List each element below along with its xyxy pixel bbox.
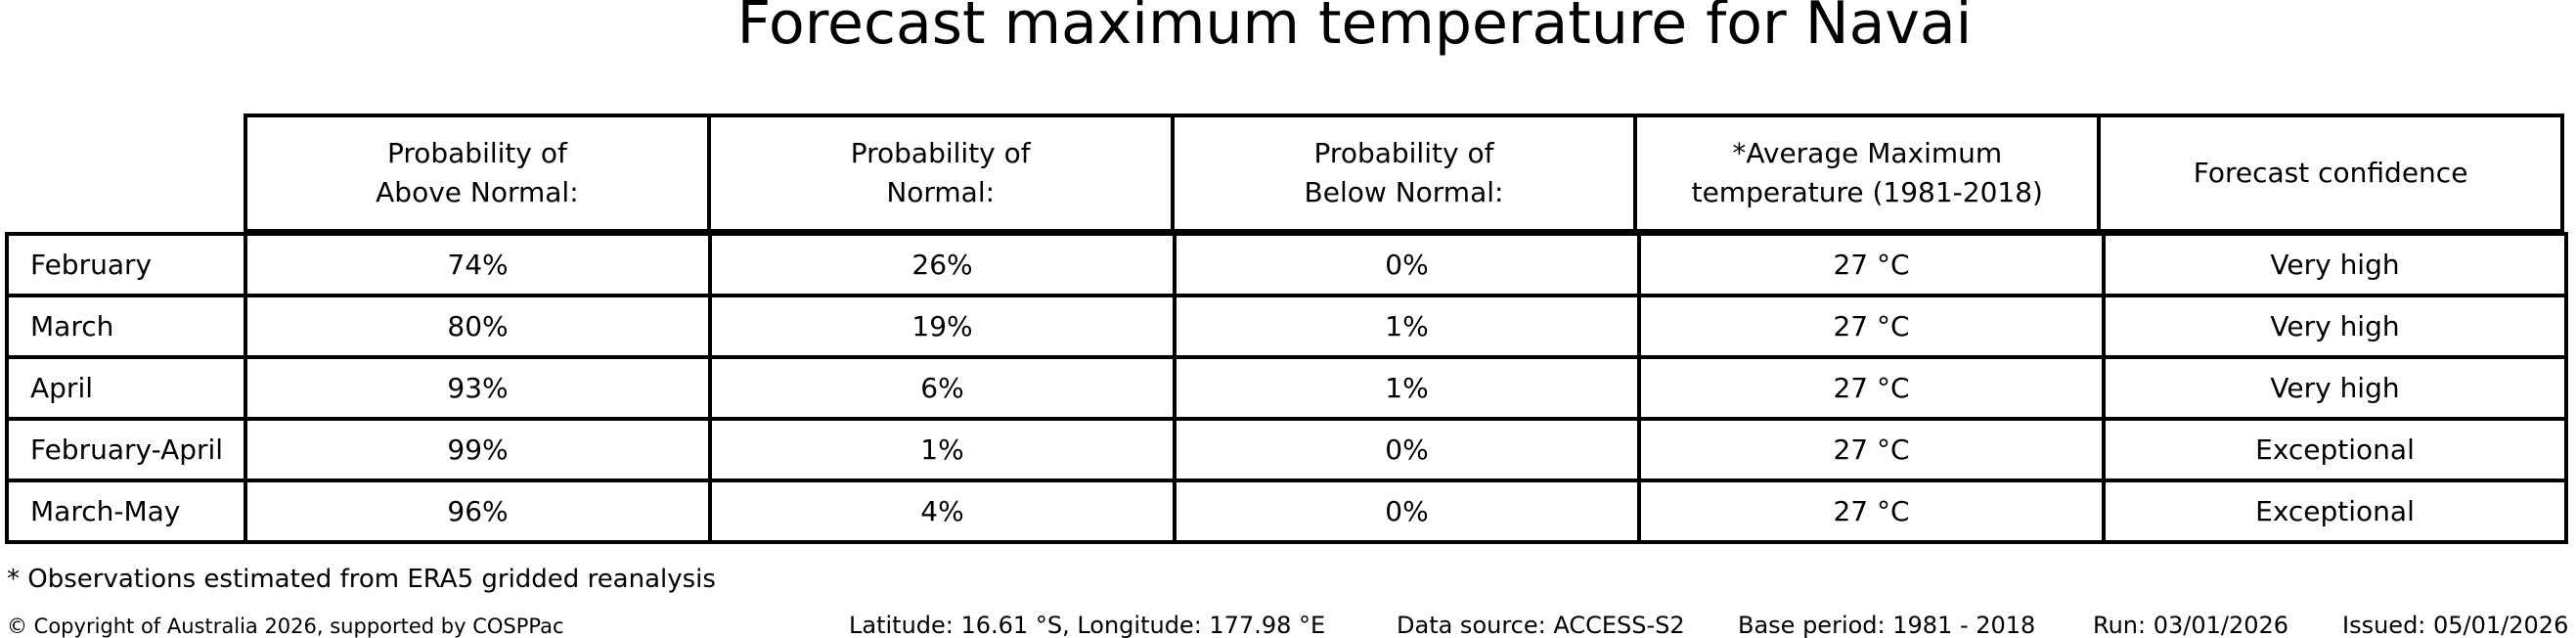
run-date-text: Run: 03/01/2026 (2093, 612, 2289, 638)
cell-above-normal: 93% (244, 355, 712, 421)
cell-average-max-temp: 27 °C (1637, 294, 2106, 359)
observations-footnote: * Observations estimated from ERA5 gridd… (7, 565, 716, 594)
cell-normal: 19% (708, 294, 1177, 359)
forecast-table-header: Probability of Above Normal: Probability… (244, 114, 2564, 233)
column-header-average-max-temp: *Average Maximum temperature (1981-2018) (1633, 114, 2102, 233)
row-label: March-May (5, 478, 247, 544)
cell-forecast-confidence: Very high (2102, 294, 2568, 359)
forecast-table-body: February 74% 26% 0% 27 °C Very high Marc… (5, 232, 2568, 544)
cell-normal: 1% (708, 417, 1177, 482)
cell-below-normal: 0% (1173, 478, 1641, 544)
cell-average-max-temp: 27 °C (1637, 232, 2106, 297)
row-label: April (5, 355, 247, 421)
cell-average-max-temp: 27 °C (1637, 478, 2106, 544)
row-label: February (5, 232, 247, 297)
column-header-below-normal: Probability of Below Normal: (1170, 114, 1638, 233)
table-row: March-May 96% 4% 0% 27 °C Exceptional (5, 478, 2568, 544)
cell-below-normal: 1% (1173, 355, 1641, 421)
table-row: March 80% 19% 1% 27 °C Very high (5, 294, 2568, 359)
table-row: February 74% 26% 0% 27 °C Very high (5, 232, 2568, 297)
cell-forecast-confidence: Exceptional (2102, 417, 2568, 482)
column-header-normal: Probability of Normal: (706, 114, 1175, 233)
cell-normal: 6% (708, 355, 1177, 421)
cell-average-max-temp: 27 °C (1637, 417, 2106, 482)
cell-above-normal: 80% (244, 294, 712, 359)
cell-below-normal: 0% (1173, 232, 1641, 297)
cell-forecast-confidence: Very high (2102, 232, 2568, 297)
table-row: April 93% 6% 1% 27 °C Very high (5, 355, 2568, 421)
issued-date-text: Issued: 05/01/2026 (2342, 612, 2569, 638)
cell-forecast-confidence: Exceptional (2102, 478, 2568, 544)
cell-normal: 26% (708, 232, 1177, 297)
cell-above-normal: 74% (244, 232, 712, 297)
location-text: Latitude: 16.61 °S, Longitude: 177.98 °E (849, 612, 1326, 638)
cell-above-normal: 99% (244, 417, 712, 482)
cell-normal: 4% (708, 478, 1177, 544)
base-period-text: Base period: 1981 - 2018 (1738, 612, 2036, 638)
row-label: March (5, 294, 247, 359)
page-title: Forecast maximum temperature for Navai (736, 0, 1973, 58)
data-source-text: Data source: ACCESS-S2 (1397, 612, 1685, 638)
cell-below-normal: 1% (1173, 294, 1641, 359)
table-row: February-April 99% 1% 0% 27 °C Exception… (5, 417, 2568, 482)
row-label: February-April (5, 417, 247, 482)
cell-below-normal: 0% (1173, 417, 1641, 482)
column-header-above-normal: Probability of Above Normal: (244, 114, 711, 233)
cell-forecast-confidence: Very high (2102, 355, 2568, 421)
cell-average-max-temp: 27 °C (1637, 355, 2106, 421)
cell-above-normal: 96% (244, 478, 712, 544)
copyright-text: © Copyright of Australia 2026, supported… (7, 615, 564, 638)
header-row: Probability of Above Normal: Probability… (244, 114, 2564, 233)
column-header-forecast-confidence: Forecast confidence (2097, 114, 2564, 233)
